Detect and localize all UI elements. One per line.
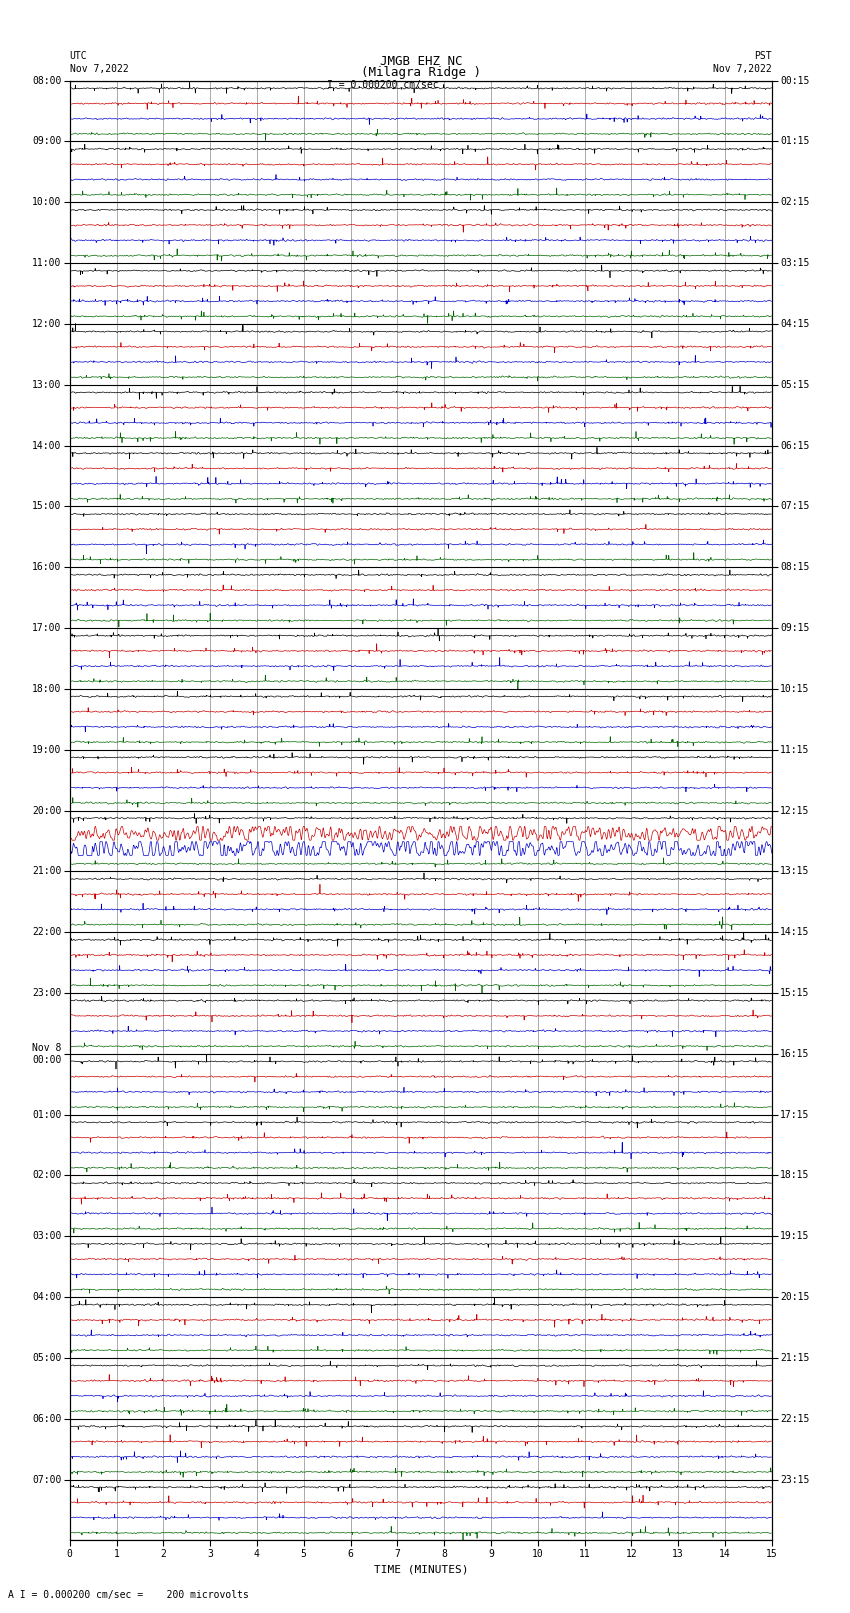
Text: I = 0.000200 cm/sec: I = 0.000200 cm/sec bbox=[326, 81, 439, 90]
X-axis label: TIME (MINUTES): TIME (MINUTES) bbox=[373, 1565, 468, 1574]
Text: (Milagra Ridge ): (Milagra Ridge ) bbox=[360, 66, 481, 79]
Text: JMGB EHZ NC: JMGB EHZ NC bbox=[379, 55, 462, 68]
Text: Nov 7,2022: Nov 7,2022 bbox=[70, 65, 128, 74]
Text: Nov 7,2022: Nov 7,2022 bbox=[713, 65, 772, 74]
Text: A I = 0.000200 cm/sec =    200 microvolts: A I = 0.000200 cm/sec = 200 microvolts bbox=[8, 1590, 249, 1600]
Text: UTC: UTC bbox=[70, 52, 88, 61]
Text: PST: PST bbox=[754, 52, 772, 61]
